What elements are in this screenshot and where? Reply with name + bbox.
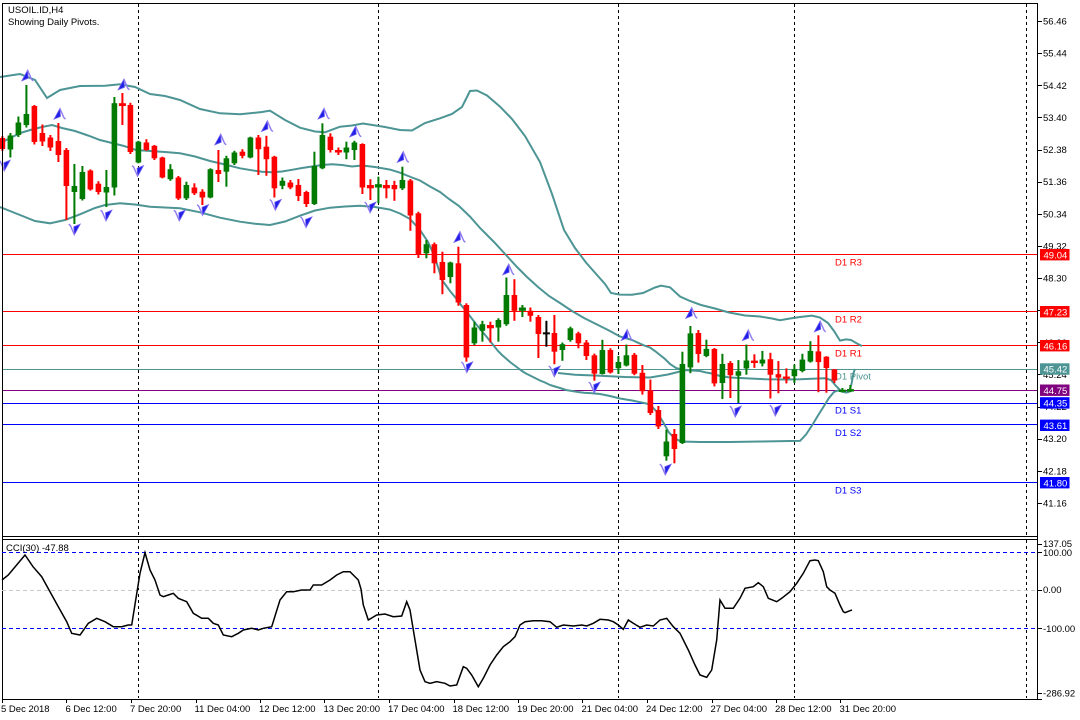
svg-text:100.00: 100.00 [1043, 548, 1072, 559]
svg-text:11 Dec 04:00: 11 Dec 04:00 [195, 704, 251, 715]
svg-text:Showing Daily Pivots.: Showing Daily Pivots. [8, 17, 99, 28]
svg-text:5 Dec 2018: 5 Dec 2018 [1, 704, 50, 715]
svg-text:42.18: 42.18 [1043, 466, 1067, 477]
svg-text:21 Dec 04:00: 21 Dec 04:00 [582, 704, 639, 715]
svg-text:50.34: 50.34 [1043, 209, 1067, 220]
svg-text:CCI(30) -47.88: CCI(30) -47.88 [6, 543, 69, 554]
svg-text:7 Dec 20:00: 7 Dec 20:00 [130, 704, 181, 715]
svg-text:USOIL.ID,H4: USOIL.ID,H4 [8, 5, 63, 16]
svg-text:27 Dec 04:00: 27 Dec 04:00 [711, 704, 768, 715]
svg-text:43.61: 43.61 [1044, 421, 1068, 432]
svg-text:53.40: 53.40 [1043, 113, 1067, 124]
svg-text:44.75: 44.75 [1044, 386, 1068, 397]
svg-text:-100.00: -100.00 [1043, 624, 1075, 635]
svg-text:45.42: 45.42 [1044, 365, 1068, 376]
svg-text:45.24: 45.24 [1043, 370, 1067, 381]
svg-text:D1 R3: D1 R3 [835, 258, 862, 269]
svg-text:46.16: 46.16 [1044, 341, 1068, 352]
svg-text:19 Dec 20:00: 19 Dec 20:00 [517, 704, 574, 715]
svg-text:55.44: 55.44 [1043, 49, 1067, 60]
svg-text:0.00: 0.00 [1043, 585, 1062, 596]
svg-text:47.23: 47.23 [1044, 307, 1068, 318]
svg-text:D1 R1: D1 R1 [835, 349, 862, 360]
svg-text:D1 S1: D1 S1 [835, 406, 861, 417]
svg-text:D1 R2: D1 R2 [835, 315, 862, 326]
svg-text:52.38: 52.38 [1043, 145, 1067, 156]
svg-text:48.30: 48.30 [1043, 274, 1067, 285]
svg-text:12 Dec 12:00: 12 Dec 12:00 [259, 704, 316, 715]
svg-text:44.35: 44.35 [1044, 399, 1068, 410]
svg-text:41.16: 41.16 [1043, 498, 1067, 509]
svg-text:13 Dec 20:00: 13 Dec 20:00 [324, 704, 381, 715]
svg-text:137.05: 137.05 [1043, 539, 1072, 550]
svg-text:51.36: 51.36 [1043, 177, 1067, 188]
svg-text:49.04: 49.04 [1044, 250, 1068, 261]
svg-text:-286.92: -286.92 [1043, 689, 1075, 700]
svg-text:49.32: 49.32 [1043, 241, 1067, 252]
svg-text:31 Dec 20:00: 31 Dec 20:00 [840, 704, 897, 715]
svg-text:43.20: 43.20 [1043, 434, 1067, 445]
svg-text:D1 S2: D1 S2 [835, 428, 861, 439]
svg-text:17 Dec 04:00: 17 Dec 04:00 [388, 704, 445, 715]
svg-text:18 Dec 12:00: 18 Dec 12:00 [453, 704, 510, 715]
svg-text:D1 S3: D1 S3 [835, 486, 861, 497]
svg-text:56.46: 56.46 [1043, 17, 1067, 28]
svg-text:54.42: 54.42 [1043, 81, 1067, 92]
svg-text:41.80: 41.80 [1044, 478, 1068, 489]
svg-text:6 Dec 12:00: 6 Dec 12:00 [66, 704, 117, 715]
svg-text:24 Dec 12:00: 24 Dec 12:00 [646, 704, 703, 715]
svg-text:28 Dec 12:00: 28 Dec 12:00 [775, 704, 832, 715]
